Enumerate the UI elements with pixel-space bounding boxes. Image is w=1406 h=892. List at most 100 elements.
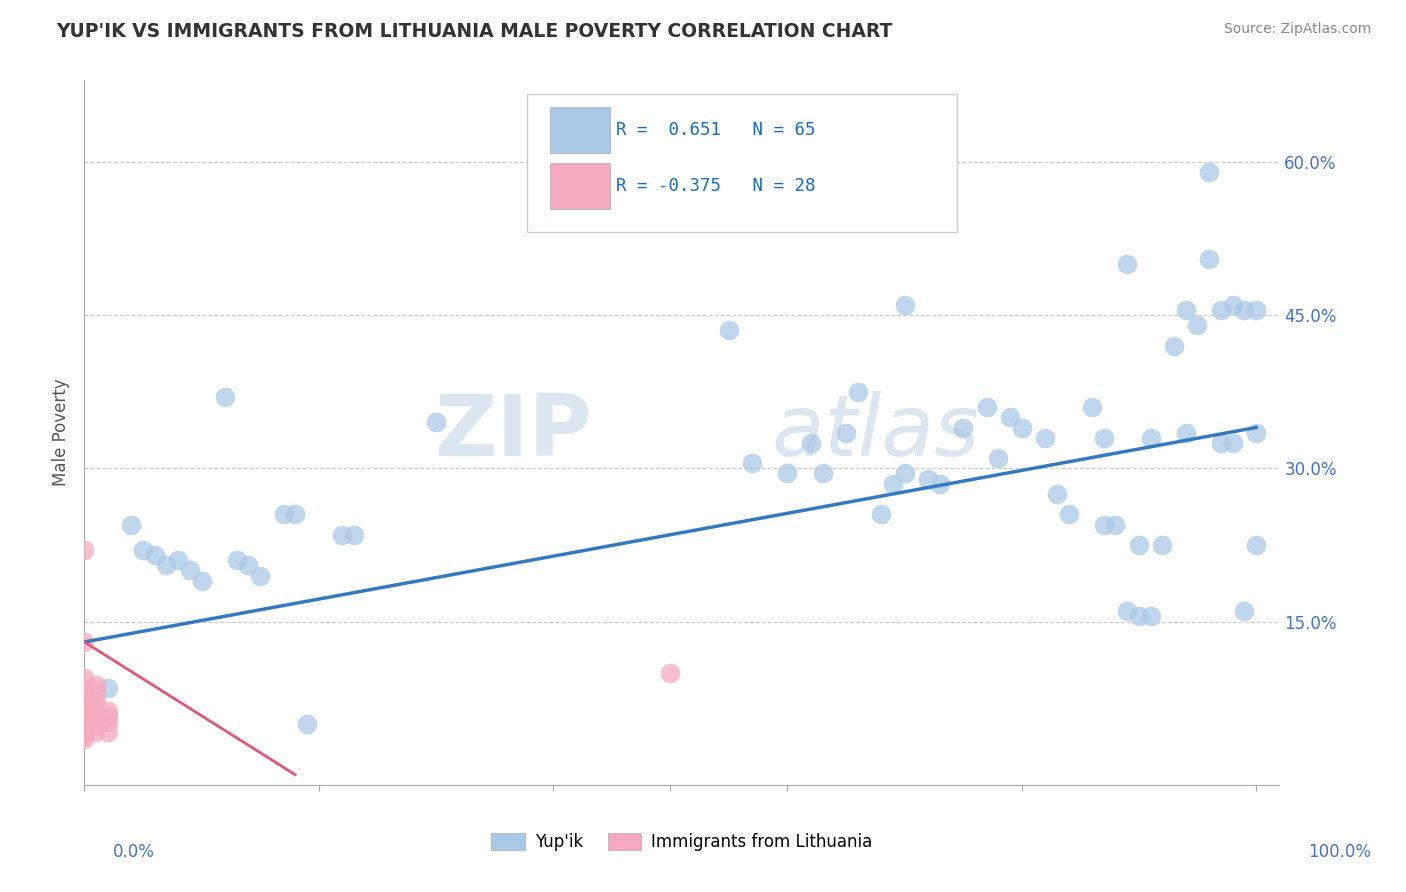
Point: [882, 476, 904, 491]
Point: [1209, 435, 1232, 450]
Point: [1198, 165, 1220, 179]
Point: [132, 543, 155, 558]
Point: [249, 568, 271, 582]
Point: [717, 324, 740, 338]
Point: [1187, 318, 1209, 333]
Point: [1222, 298, 1244, 312]
Point: [167, 553, 190, 567]
Point: [1152, 538, 1174, 552]
Point: [952, 420, 974, 434]
Point: [179, 564, 201, 578]
Point: [84, 708, 107, 723]
Text: YUP'IK VS IMMIGRANTS FROM LITHUANIA MALE POVERTY CORRELATION CHART: YUP'IK VS IMMIGRANTS FROM LITHUANIA MALE…: [56, 22, 893, 41]
Point: [893, 467, 915, 481]
Point: [73, 681, 96, 695]
Point: [84, 724, 107, 739]
Point: [800, 435, 823, 450]
Text: atlas: atlas: [772, 391, 980, 475]
Point: [97, 714, 120, 729]
Point: [1222, 435, 1244, 450]
Point: [273, 508, 295, 522]
Text: 100.0%: 100.0%: [1308, 843, 1371, 861]
Point: [1011, 420, 1033, 434]
Point: [73, 698, 96, 713]
Point: [976, 400, 998, 414]
Point: [987, 451, 1010, 466]
Text: R =  0.651   N = 65: R = 0.651 N = 65: [616, 120, 815, 138]
Point: [1128, 538, 1150, 552]
Point: [343, 527, 366, 541]
Point: [1233, 604, 1256, 618]
Point: [214, 390, 236, 404]
Point: [1092, 431, 1115, 445]
FancyBboxPatch shape: [551, 107, 610, 153]
Point: [846, 384, 869, 399]
Point: [1104, 517, 1126, 532]
Legend: Yup'ik, Immigrants from Lithuania: Yup'ik, Immigrants from Lithuania: [485, 826, 879, 858]
Point: [1116, 604, 1139, 618]
Point: [97, 681, 120, 695]
Point: [998, 410, 1021, 425]
Point: [143, 548, 166, 562]
Point: [84, 684, 107, 698]
Point: [1081, 400, 1104, 414]
Point: [1128, 609, 1150, 624]
Point: [97, 724, 120, 739]
Point: [73, 731, 96, 746]
Point: [238, 558, 260, 573]
Point: [1233, 303, 1256, 318]
Point: [97, 705, 120, 719]
Point: [1057, 508, 1080, 522]
Point: [73, 543, 96, 558]
Point: [84, 698, 107, 713]
Point: [1046, 487, 1069, 501]
Point: [893, 298, 915, 312]
Point: [73, 714, 96, 729]
Point: [84, 719, 107, 733]
Point: [120, 517, 142, 532]
Point: [190, 574, 212, 588]
Point: [1198, 252, 1220, 266]
Y-axis label: Male Poverty: Male Poverty: [52, 379, 70, 486]
Point: [73, 712, 96, 726]
Point: [870, 508, 893, 522]
Point: [73, 723, 96, 738]
Point: [84, 678, 107, 692]
Point: [776, 467, 799, 481]
Point: [425, 416, 447, 430]
FancyBboxPatch shape: [527, 95, 957, 232]
Text: 0.0%: 0.0%: [112, 843, 155, 861]
Point: [1163, 339, 1185, 353]
Text: Source: ZipAtlas.com: Source: ZipAtlas.com: [1223, 22, 1371, 37]
Point: [295, 716, 318, 731]
Text: R = -0.375   N = 28: R = -0.375 N = 28: [616, 177, 815, 195]
Point: [73, 691, 96, 706]
Point: [330, 527, 353, 541]
Point: [225, 553, 247, 567]
Point: [659, 665, 682, 680]
Point: [97, 708, 120, 723]
Point: [1244, 303, 1267, 318]
Point: [811, 467, 834, 481]
Point: [1092, 517, 1115, 532]
Point: [284, 508, 307, 522]
Point: [1209, 303, 1232, 318]
Point: [1139, 431, 1161, 445]
Point: [835, 425, 858, 440]
Point: [84, 714, 107, 729]
FancyBboxPatch shape: [551, 163, 610, 210]
Point: [84, 694, 107, 708]
Point: [1033, 431, 1056, 445]
Text: ZIP: ZIP: [434, 391, 592, 475]
Point: [73, 671, 96, 685]
Point: [1174, 425, 1197, 440]
Point: [928, 476, 950, 491]
Point: [73, 729, 96, 743]
Point: [1244, 538, 1267, 552]
Point: [73, 722, 96, 736]
Point: [155, 558, 177, 573]
Point: [917, 472, 939, 486]
Point: [1116, 257, 1139, 271]
Point: [1174, 303, 1197, 318]
Point: [1139, 609, 1161, 624]
